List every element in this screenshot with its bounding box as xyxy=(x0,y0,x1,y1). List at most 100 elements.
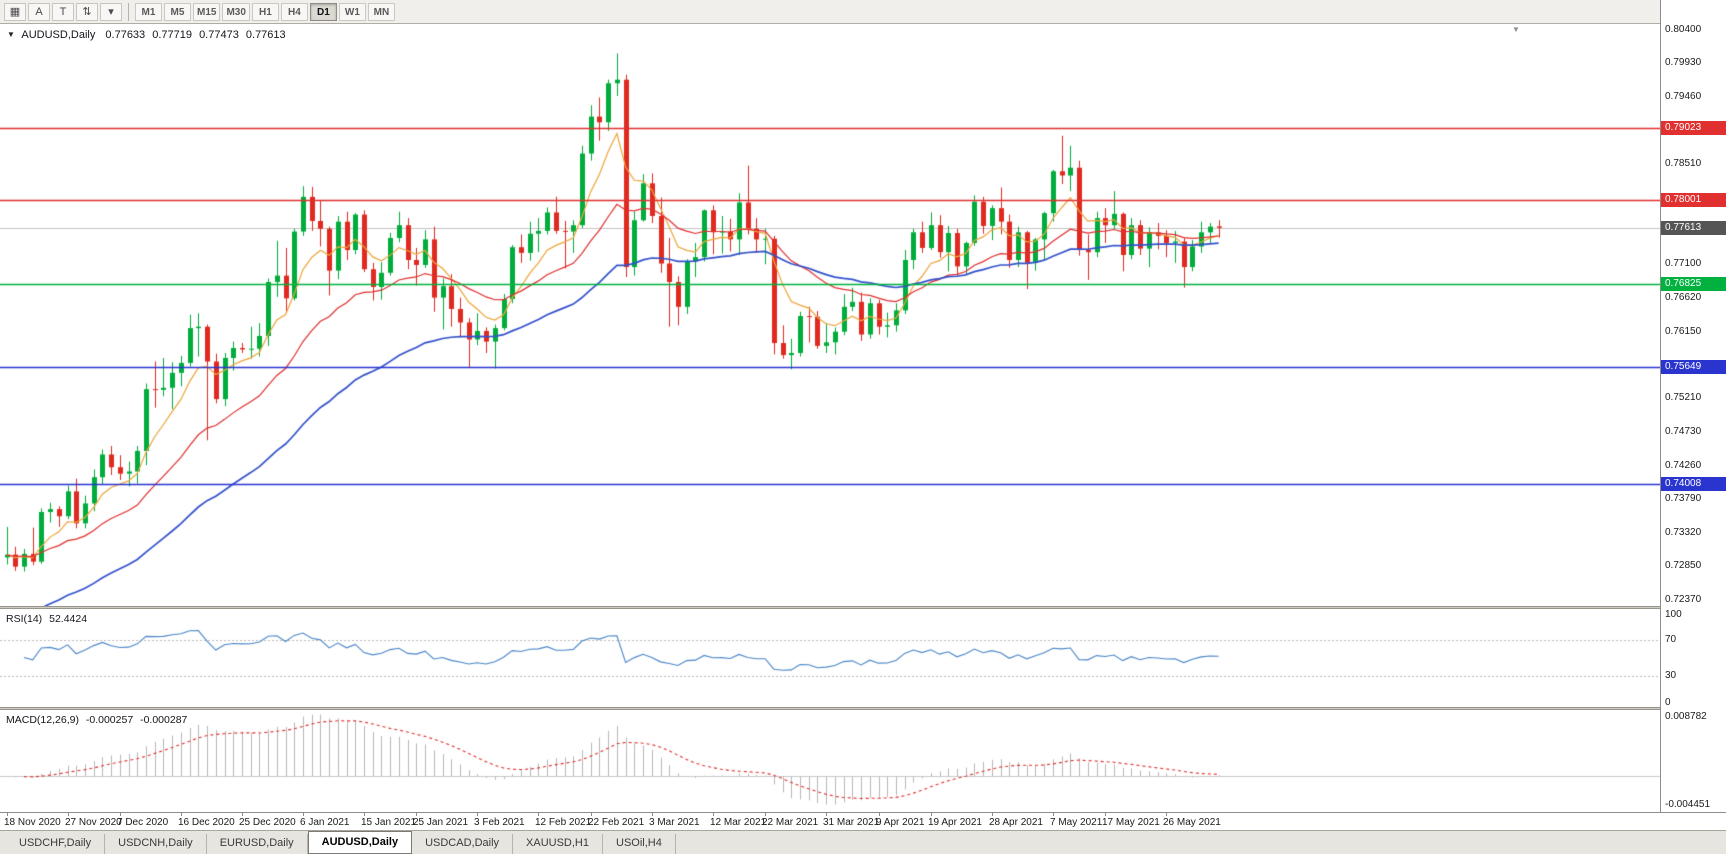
rsi-axis-tick: 30 xyxy=(1665,670,1677,681)
time-axis-tick xyxy=(931,813,932,816)
rsi-axis-tick: 70 xyxy=(1665,634,1677,645)
rsi-value: 52.4424 xyxy=(49,613,88,625)
time-axis-label: 17 May 2021 xyxy=(1102,817,1160,828)
price-axis-tick: 0.72370 xyxy=(1665,594,1702,605)
ohlc-high: 0.77719 xyxy=(152,29,192,41)
time-axis-label: 18 Nov 2020 xyxy=(4,817,61,828)
rsi-panel-header: RSI(14) 52.4424 xyxy=(6,613,91,625)
price-level-tag: 0.79023 xyxy=(1661,121,1726,135)
time-axis-tick xyxy=(68,813,69,816)
time-axis-label: 7 Dec 2020 xyxy=(117,817,169,828)
chart-tab-usdcad[interactable]: USDCAD,Daily xyxy=(412,834,514,854)
rsi-indicator-canvas[interactable] xyxy=(0,609,1660,707)
price-axis-tick: 0.76150 xyxy=(1665,326,1702,337)
time-axis-label: 25 Dec 2020 xyxy=(239,817,296,828)
ohlc-open: 0.77633 xyxy=(105,29,146,41)
time-axis-tick xyxy=(538,813,539,816)
price-axis[interactable]: 0.804000.799300.794600.789900.785100.780… xyxy=(1660,0,1726,812)
current-price-tag: 0.77613 xyxy=(1661,221,1726,235)
time-axis-label: 19 Apr 2021 xyxy=(928,817,982,828)
chart-tools-group: ▦ A T ⇅ ▾ xyxy=(4,2,124,21)
time-axis-tick xyxy=(992,813,993,816)
chart-window-icon[interactable]: ▦ xyxy=(4,2,26,21)
timeframe-buttons-group: M1 M5 M15 M30 H1 H4 D1 W1 MN xyxy=(135,2,397,21)
timeframe-button-MN[interactable]: MN xyxy=(367,2,395,21)
ohlc-close: 0.77613 xyxy=(245,29,286,41)
chart-tab-eurusd[interactable]: EURUSD,Daily xyxy=(207,834,308,854)
price-axis-tick: 0.77100 xyxy=(1665,258,1702,269)
chart-tab-xauusd[interactable]: XAUUSD,H1 xyxy=(513,834,603,854)
chart-shift-marker-icon[interactable]: ▼ xyxy=(1512,25,1520,34)
time-axis-label: 3 Mar 2021 xyxy=(649,817,700,828)
chart-tab-bar: USDCHF,Daily USDCNH,Daily EURUSD,Daily AUDU… xyxy=(0,830,1726,854)
time-axis-label: 12 Mar 2021 xyxy=(710,817,767,828)
time-axis-tick xyxy=(364,813,365,816)
price-axis-tick: 0.74260 xyxy=(1665,460,1702,471)
time-axis-tick xyxy=(303,813,304,816)
timeframe-button-M30[interactable]: M30 xyxy=(222,2,250,21)
timeframe-button-H1[interactable]: H1 xyxy=(251,2,279,21)
timeframe-button-M5[interactable]: M5 xyxy=(164,2,191,21)
price-axis-tick: 0.73790 xyxy=(1665,493,1702,504)
chart-tab-usdcnh[interactable]: USDCNH,Daily xyxy=(105,834,207,854)
time-axis-tick xyxy=(242,813,243,816)
time-axis-label: 12 Feb 2021 xyxy=(535,817,592,828)
macd-axis-min: -0.004451 xyxy=(1665,799,1711,810)
time-axis-label: 22 Feb 2021 xyxy=(588,817,645,828)
time-axis-tick xyxy=(879,813,880,816)
symbol-label: AUDUSD,Daily xyxy=(21,29,96,41)
timeframe-button-M1[interactable]: M1 xyxy=(135,2,162,21)
time-axis-tick xyxy=(1105,813,1106,816)
chart-tab-usoil[interactable]: USOil,H4 xyxy=(603,834,676,854)
time-axis-tick xyxy=(765,813,766,816)
chart-tab-usdchf[interactable]: USDCHF,Daily xyxy=(6,834,106,854)
price-axis-tick: 0.79460 xyxy=(1665,91,1702,102)
timeframe-button-M15[interactable]: M15 xyxy=(193,2,221,21)
rsi-axis-tick: 100 xyxy=(1665,609,1682,620)
panel-splitter[interactable] xyxy=(0,606,1726,609)
collapse-arrow-icon[interactable]: ▼ xyxy=(7,30,15,39)
tools-dropdown[interactable]: ▾ xyxy=(100,2,122,21)
price-axis-tick: 0.75210 xyxy=(1665,392,1702,403)
rsi-axis-tick: 0 xyxy=(1665,697,1671,708)
chart-tab-audusd[interactable]: AUDUSD,Daily xyxy=(307,831,413,854)
timeframe-button-H4[interactable]: H4 xyxy=(280,2,308,21)
price-axis-tick: 0.79930 xyxy=(1665,57,1702,68)
time-axis-label: 7 May 2021 xyxy=(1050,817,1103,828)
time-axis-tick xyxy=(826,813,827,816)
panel-splitter[interactable] xyxy=(0,707,1726,710)
time-axis-label: 26 May 2021 xyxy=(1163,817,1221,828)
macd-indicator-canvas[interactable] xyxy=(0,710,1660,812)
scale-tool[interactable]: ⇅ xyxy=(76,2,98,21)
time-axis-label: 16 Dec 2020 xyxy=(178,817,235,828)
main-price-chart-canvas[interactable] xyxy=(0,24,1660,606)
time-axis-label: 27 Nov 2020 xyxy=(65,817,122,828)
timeframe-button-D1[interactable]: D1 xyxy=(309,2,337,21)
rsi-label: RSI(14) xyxy=(6,613,43,625)
macd-panel-header: MACD(12,26,9) -0.000257 -0.000287 xyxy=(6,714,191,726)
time-axis-label: 31 Mar 2021 xyxy=(823,817,880,828)
time-axis-label: 28 Apr 2021 xyxy=(989,817,1043,828)
time-axis-label: 15 Jan 2021 xyxy=(361,817,417,828)
trendline-tool[interactable]: T xyxy=(52,2,74,21)
timeframe-button-W1[interactable]: W1 xyxy=(338,2,366,21)
time-axis-tick xyxy=(181,813,182,816)
price-level-tag: 0.76825 xyxy=(1661,277,1726,291)
symbol-header: ▼ AUDUSD,Daily 0.77633 0.77719 0.77473 0… xyxy=(7,29,290,41)
price-axis-tick: 0.73320 xyxy=(1665,527,1702,538)
macd-signal-value: -0.000287 xyxy=(140,714,188,726)
time-axis-label: 25 Jan 2021 xyxy=(413,817,469,828)
toolbar: ▦ A T ⇅ ▾ M1 M5 M15 M30 H1 H4 D1 W1 MN xyxy=(0,0,1726,24)
time-axis-tick xyxy=(120,813,121,816)
time-axis-tick xyxy=(7,813,8,816)
price-axis-tick: 0.80400 xyxy=(1665,24,1702,35)
time-axis[interactable]: 18 Nov 2020 27 Nov 2020 7 Dec 2020 16 Dec 2… xyxy=(0,812,1726,830)
ohlc-low: 0.77473 xyxy=(199,29,239,41)
price-axis-tick: 0.78510 xyxy=(1665,158,1702,169)
time-axis-tick xyxy=(477,813,478,816)
time-axis-label: 9 Apr 2021 xyxy=(876,817,925,828)
price-level-tag: 0.75649 xyxy=(1661,360,1726,374)
time-axis-tick xyxy=(1166,813,1167,816)
time-axis-tick xyxy=(652,813,653,816)
annotate-text-tool[interactable]: A xyxy=(28,2,50,21)
